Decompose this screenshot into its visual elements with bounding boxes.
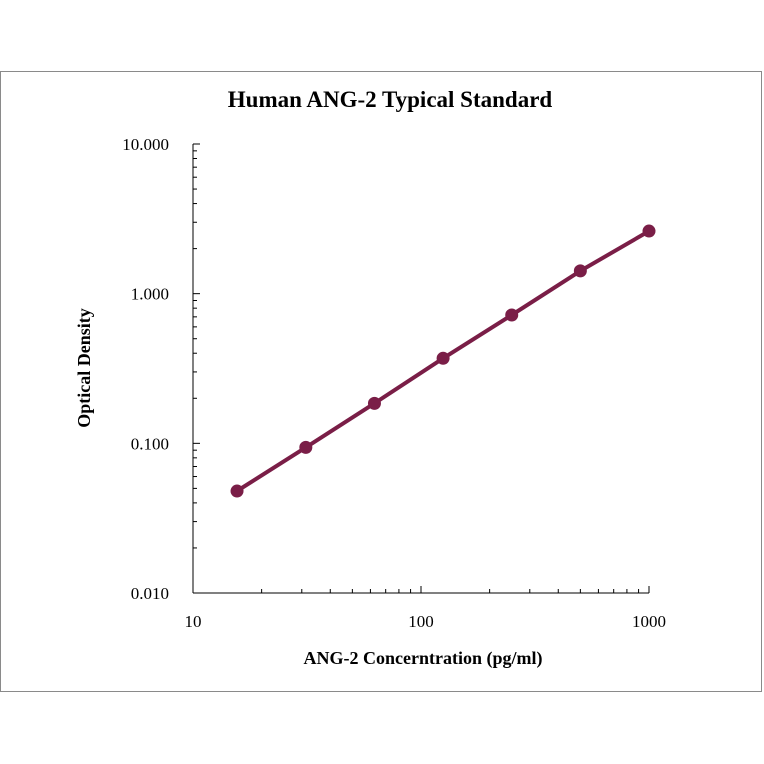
data-point: [573, 264, 587, 278]
data-point: [642, 224, 656, 238]
y-axis-label: Optical Density: [74, 308, 94, 428]
axes: [192, 144, 649, 594]
y-tick-label: 10.000: [122, 135, 169, 154]
data-point: [505, 308, 519, 322]
y-tick-label: 1.000: [131, 285, 169, 304]
y-tick-label: 0.100: [131, 434, 169, 453]
x-tick-label: 100: [408, 612, 434, 631]
x-axis-label: ANG-2 Concerntration (pg/ml): [304, 648, 543, 669]
series-layer: [230, 224, 656, 498]
data-point: [299, 440, 313, 454]
x-ticks: 10 100 1000: [185, 586, 666, 631]
x-tick-label: 10: [185, 612, 202, 631]
data-point: [367, 396, 381, 410]
data-point: [230, 484, 244, 498]
y-tick-label: 0.010: [131, 584, 169, 603]
data-point: [436, 351, 450, 365]
x-tick-label: 1000: [632, 612, 666, 631]
y-ticks: 0.010 0.100 1.000 10.000: [122, 135, 200, 603]
chart-title: Human ANG-2 Typical Standard: [228, 87, 553, 112]
chart-frame: [0, 71, 762, 692]
